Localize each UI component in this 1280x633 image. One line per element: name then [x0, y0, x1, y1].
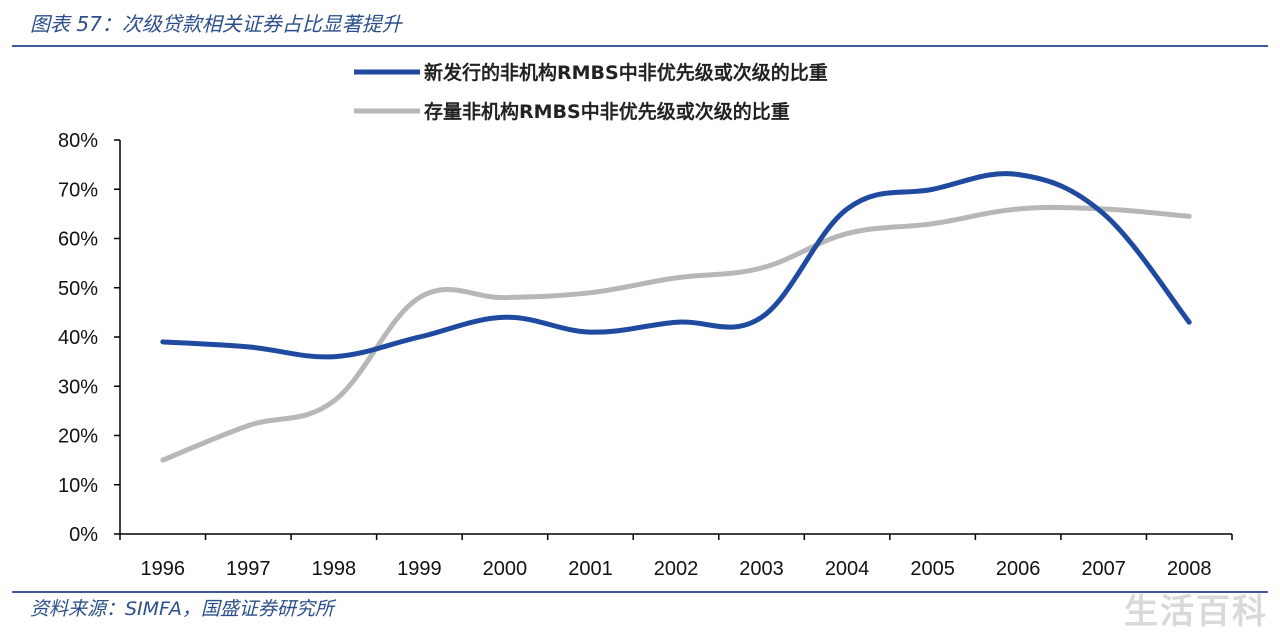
- x-tick-label: 2008: [1167, 558, 1212, 580]
- x-tick-label: 2007: [1081, 558, 1126, 580]
- y-tick-label: 30%: [58, 376, 98, 398]
- x-tick-label: 2006: [996, 558, 1041, 580]
- line-chart: 0%10%20%30%40%50%60%70%80% 1996 1997 1998 1…: [58, 61, 1233, 580]
- title-divider: [12, 45, 1268, 47]
- series-line-outstanding: [160, 204, 1192, 463]
- x-tick-label: 1999: [397, 558, 442, 580]
- legend-label: 新发行的非机构RMBS中非优先级或次级的比重: [424, 61, 828, 84]
- x-tick-label: 2003: [739, 558, 784, 580]
- figure-title: 图表 57：次级贷款相关证券占比显著提升: [30, 12, 402, 36]
- y-tick-label: 10%: [58, 475, 98, 497]
- series-lines: [160, 171, 1192, 463]
- legend-label: 存量非机构RMBS中非优先级或次级的比重: [424, 100, 790, 123]
- x-tick-label: 1997: [226, 558, 271, 580]
- x-tick-label: 1996: [141, 558, 186, 580]
- y-tick-label: 20%: [58, 426, 98, 448]
- y-tick-label: 60%: [58, 229, 98, 251]
- source-note: 资料来源：SIMFA，国盛证券研究所: [30, 598, 334, 620]
- x-tick-label: 2004: [825, 558, 870, 580]
- legend: 新发行的非机构RMBS中非优先级或次级的比重存量非机构RMBS中非优先级或次级的…: [354, 61, 828, 123]
- series-line-new-issuance: [160, 171, 1192, 360]
- x-tick-label: 2002: [654, 558, 699, 580]
- x-tick-label: 2001: [568, 558, 613, 580]
- source-divider: [12, 591, 1268, 593]
- y-tick-label: 40%: [58, 327, 98, 349]
- x-tick-label: 1998: [312, 558, 357, 580]
- x-axis-ticks: 1996 1997 1998 1999 2000 2001 2002 2003 2004 2005…: [119, 534, 1233, 580]
- x-tick-label: 2000: [483, 558, 528, 580]
- y-tick-label: 80%: [58, 130, 98, 152]
- chart-axes: [119, 140, 1232, 535]
- y-tick-label: 0%: [69, 524, 98, 546]
- watermark: 生活百科: [1124, 592, 1268, 632]
- y-tick-label: 70%: [58, 179, 98, 201]
- x-tick-label: 2005: [910, 558, 955, 580]
- y-axis-ticks: 0% 10% 20% 30% 40% 50% 60% 70% 80%: [58, 130, 120, 546]
- y-tick-label: 50%: [58, 278, 98, 300]
